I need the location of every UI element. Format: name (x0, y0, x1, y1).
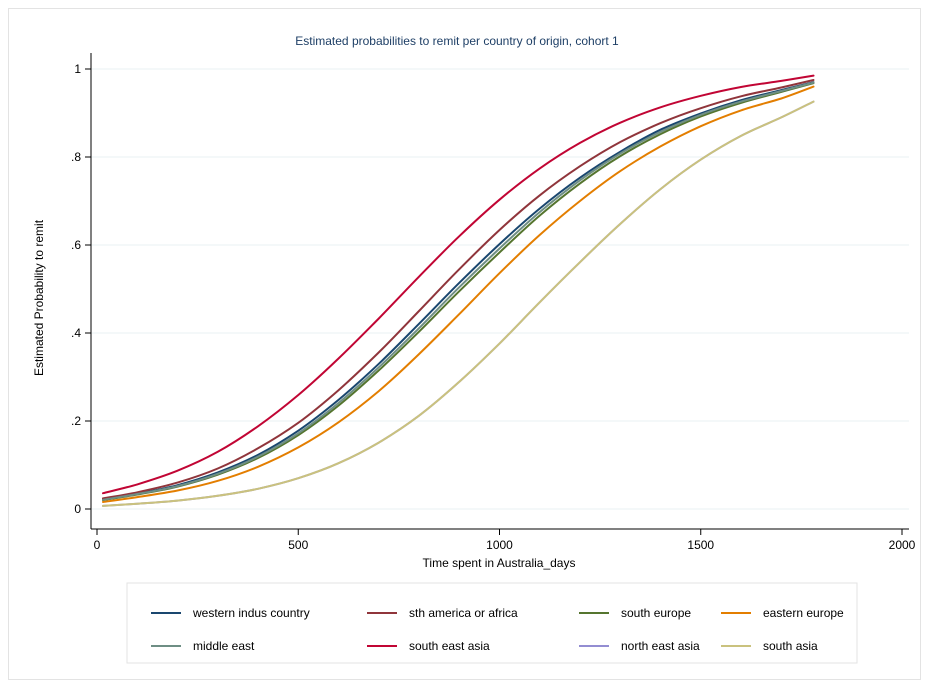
series-line-middle-east (102, 81, 815, 501)
y-tick-label: .2 (71, 414, 81, 428)
grid-lines (91, 68, 909, 510)
y-tick-label: .8 (71, 150, 81, 164)
chart-title: Estimated probabilities to remit per cou… (295, 34, 619, 48)
series-line-eastern-europe (102, 85, 815, 503)
legend-label-sth-america-or-africa: sth america or africa (409, 606, 518, 620)
chart-frame: Estimated probabilities to remit per cou… (8, 8, 921, 680)
legend-label-south-europe: south europe (621, 606, 691, 620)
x-tick-label: 500 (288, 538, 308, 552)
legend-label-south-east-asia: south east asia (409, 639, 490, 653)
y-tick-label: .6 (71, 238, 81, 252)
y-axis-label: Estimated Probability to remit (32, 219, 46, 376)
series-line-south-east-asia (102, 74, 815, 495)
legend-label-eastern-europe: eastern europe (763, 606, 844, 620)
axes: 0 .2 .4 .6 .8 1 0 500 1000 1500 2000 (71, 53, 916, 552)
x-tick-label: 2000 (889, 538, 916, 552)
series-line-south-asia (102, 100, 815, 507)
series-lines (102, 74, 815, 507)
x-tick-label: 1500 (687, 538, 714, 552)
x-axis-label: Time spent in Australia_days (423, 556, 576, 570)
x-tick-label: 1000 (486, 538, 513, 552)
plot-area (91, 53, 909, 529)
legend: western indus country sth america or afri… (151, 606, 844, 653)
y-tick-label: 1 (74, 62, 81, 76)
x-tick-label: 0 (94, 538, 101, 552)
legend-label-north-east-asia: north east asia (621, 639, 700, 653)
series-line-sth-america-or-africa (102, 79, 815, 500)
y-tick-label: .4 (71, 326, 81, 340)
series-line-western-indus-country (102, 81, 815, 501)
legend-label-middle-east: middle east (193, 639, 255, 653)
line-chart: Estimated probabilities to remit per cou… (32, 34, 916, 664)
legend-box (126, 582, 858, 664)
y-tick-label: 0 (74, 502, 81, 516)
legend-label-south-asia: south asia (763, 639, 818, 653)
legend-label-western-indus-country: western indus country (192, 606, 310, 620)
